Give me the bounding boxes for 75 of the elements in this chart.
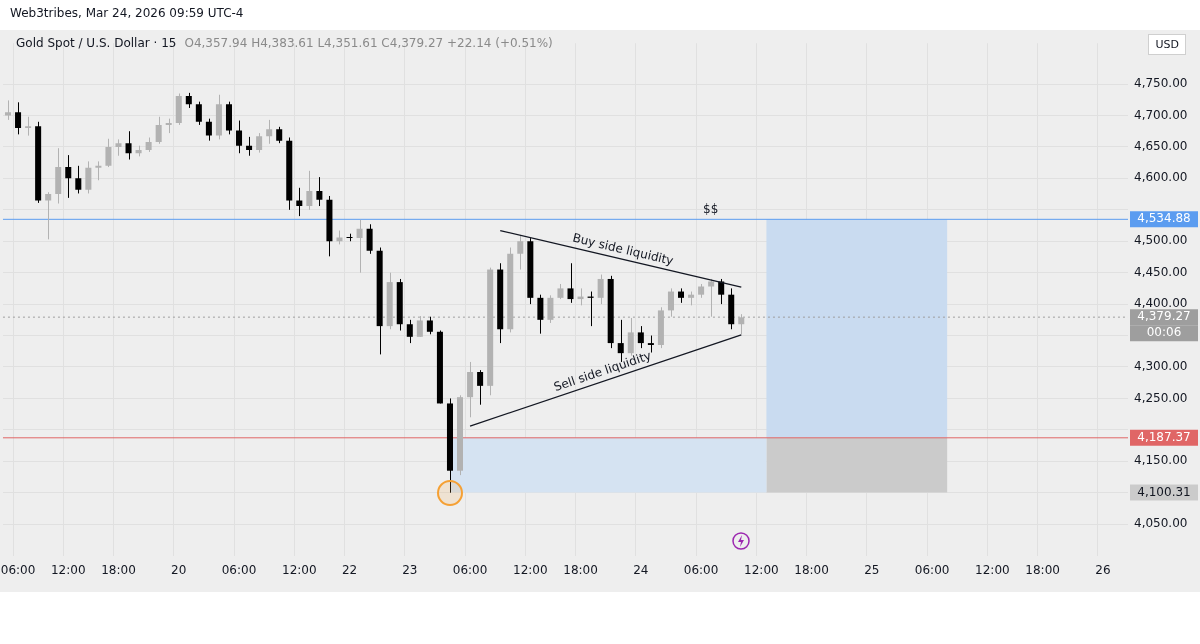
text: 4,534.88 [1137, 211, 1191, 226]
x-tick-label: 18:00 [101, 562, 136, 577]
candlestick [15, 101, 22, 135]
candlestick [738, 313, 745, 335]
x-tick-label: 25 [864, 562, 880, 577]
chart-title: Gold Spot / U.S. Dollar · 15 [16, 36, 177, 50]
text: 4,100.31 [1137, 484, 1191, 499]
y-tick-label: 4,600.00 [1134, 170, 1188, 185]
x-tick-label: 06:00 [683, 562, 719, 577]
candlestick [195, 101, 202, 126]
y-tick-label: 4,700.00 [1134, 107, 1188, 122]
x-tick-label: 23 [402, 562, 418, 577]
y-tick-label: 4,300.00 [1134, 359, 1188, 374]
y-tick-label: 4,650.00 [1134, 139, 1188, 154]
candlestick [637, 325, 644, 349]
text: Web3tribes, Mar 24, 2026 09:59 UTC-4 [10, 6, 244, 20]
candlestick [236, 120, 243, 154]
y-tick-label: 4,750.00 [1134, 76, 1188, 91]
x-tick-label: 26 [1095, 562, 1111, 577]
candlestick [406, 319, 413, 344]
chart-subtitle: O4,357.94 H4,383.61 L4,351.61 C4,379.27 +22.14 (+0.51%) [184, 36, 553, 50]
candlestick [718, 278, 725, 305]
x-tick-label: 06:00 [452, 562, 488, 577]
x-tick-label: 18:00 [1025, 562, 1060, 577]
ref-line-label: $$ [703, 202, 719, 217]
candlestick [45, 191, 52, 240]
candlestick [316, 176, 323, 207]
x-tick-label: 12:00 [513, 562, 548, 577]
candlestick [105, 138, 112, 168]
text: 00:06 [1146, 325, 1182, 340]
x-tick-label: 06:00 [221, 562, 257, 577]
candlestick [517, 234, 524, 271]
candlestick [65, 154, 72, 199]
x-tick-label: 24 [633, 562, 649, 577]
x-tick-label: 18:00 [794, 562, 829, 577]
candlestick [85, 160, 92, 194]
y-tick-label: 4,500.00 [1134, 233, 1188, 248]
candlestick [256, 132, 263, 154]
y-tick-label: 4,050.00 [1134, 516, 1188, 531]
x-tick-label: 18:00 [563, 562, 598, 577]
text: 4,187.37 [1137, 429, 1191, 444]
y-tick-label: 4,400.00 [1134, 296, 1188, 311]
candlestick [4, 99, 12, 121]
x-tick-label: 12:00 [282, 562, 317, 577]
x-tick-label: 12:00 [975, 562, 1010, 577]
candlestick [667, 287, 674, 318]
text: 4,379.27 [1137, 309, 1191, 324]
candlestick [75, 165, 82, 194]
candlestick [25, 116, 32, 137]
candlestick [547, 294, 554, 324]
candlestick [125, 130, 132, 161]
y-axis-title: USD [1148, 34, 1186, 55]
candlestick [356, 219, 363, 274]
x-tick-label: 06:00 [914, 562, 950, 577]
x-tick-label: 12:00 [744, 562, 779, 577]
candlestick [296, 187, 303, 217]
candlestick [266, 119, 273, 145]
candlestick [416, 315, 423, 338]
y-tick-label: 4,450.00 [1134, 264, 1188, 279]
candlestick [306, 170, 313, 211]
candlestick [567, 262, 574, 304]
y-tick-label: 4,150.00 [1134, 453, 1188, 468]
candlestick [537, 294, 544, 335]
candlestick [205, 118, 212, 142]
x-tick-label: 20 [171, 562, 187, 577]
x-tick-label: 22 [341, 562, 358, 577]
candlestick [366, 223, 373, 255]
x-tick-label: 06:00 [0, 562, 36, 577]
x-tick-label: 12:00 [50, 562, 86, 577]
candlestick [95, 160, 102, 181]
candlestick [155, 116, 162, 145]
candlestick [597, 274, 604, 305]
y-tick-label: 4,250.00 [1134, 390, 1188, 405]
candlestick [477, 369, 484, 406]
candlestick [708, 278, 715, 318]
